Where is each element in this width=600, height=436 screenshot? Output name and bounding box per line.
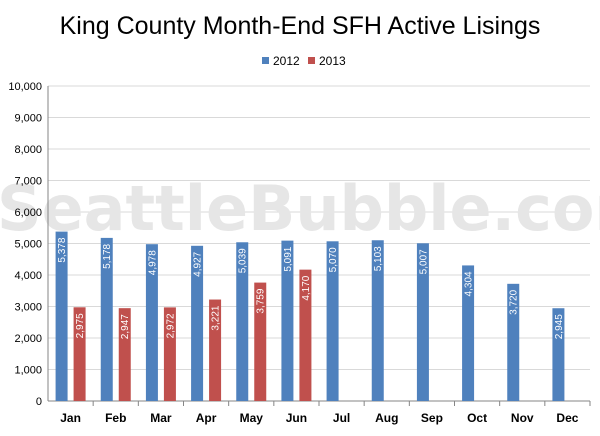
legend-label-2013: 2013 <box>319 54 346 68</box>
x-tick-label: Dec <box>556 411 578 425</box>
bar-2012-Nov <box>507 283 520 401</box>
data-label: 3,221 <box>211 305 222 330</box>
y-tick-label: 5,000 <box>14 239 42 251</box>
legend-swatch-2013 <box>308 57 315 64</box>
bars: 5,378 2,975 5,178 2,947 4,978 2,972 4,927 3,221… <box>55 231 565 401</box>
x-tick-label: Nov <box>511 411 534 425</box>
bar-2013-Jan <box>73 307 86 401</box>
x-tick-label: Apr <box>196 411 217 425</box>
data-label: 2,947 <box>120 314 131 339</box>
x-tick-label: Jul <box>333 411 350 425</box>
x-tick-label: Feb <box>105 411 126 425</box>
x-tick-label: May <box>240 411 264 425</box>
y-tick-label: 9,000 <box>14 113 42 125</box>
x-tick-label: Jun <box>286 411 307 425</box>
bar-2013-Jun <box>299 269 312 401</box>
y-tick-label: 8,000 <box>14 144 42 156</box>
data-label: 5,178 <box>102 243 113 268</box>
data-label: 4,170 <box>301 275 312 300</box>
bar-2012-Oct <box>462 265 475 401</box>
data-label: 4,978 <box>147 250 158 275</box>
data-label: 3,720 <box>509 289 520 314</box>
data-label: 5,007 <box>418 249 429 274</box>
bar-2012-Apr <box>191 245 204 401</box>
y-tick-label: 10,000 <box>8 81 42 93</box>
legend: 2012 2013 <box>262 54 346 68</box>
y-tick-label: 6,000 <box>14 207 42 219</box>
bar-2012-Mar <box>145 244 158 401</box>
bar-2013-Apr <box>209 299 222 401</box>
bar-2013-Mar <box>163 307 176 401</box>
y-tick-label: 7,000 <box>14 176 42 188</box>
data-label: 2,945 <box>554 314 565 339</box>
bar-2012-Aug <box>371 240 384 401</box>
chart-title: King County Month-End SFH Active Lisings <box>60 12 541 40</box>
gridlines <box>48 85 590 370</box>
bar-2012-Jan <box>55 231 68 401</box>
bar-2012-Dec <box>552 308 565 401</box>
y-tick-label: 2,000 <box>14 333 42 345</box>
x-tick-label: Mar <box>150 411 172 425</box>
bar-2012-Sep <box>416 243 429 401</box>
legend-label-2012: 2012 <box>273 54 300 68</box>
watermark: SeattleBubble.com <box>0 172 600 245</box>
y-tick-label: 3,000 <box>14 302 42 314</box>
data-label: 4,927 <box>193 251 204 276</box>
data-label: 3,759 <box>256 288 267 313</box>
y-tick-label: 4,000 <box>14 270 42 282</box>
x-tick-label: Jan <box>60 411 81 425</box>
data-label: 5,103 <box>373 246 384 271</box>
data-label: 4,304 <box>464 271 475 296</box>
y-tick-label: 1,000 <box>14 365 42 377</box>
bar-2012-Jul <box>326 241 339 401</box>
data-label: 5,091 <box>283 246 294 271</box>
bar-2012-May <box>236 242 249 401</box>
bar-2013-May <box>254 282 267 401</box>
x-tick-label: Oct <box>467 411 487 425</box>
bar-2012-Jun <box>281 240 294 401</box>
data-label: 2,975 <box>75 313 86 338</box>
data-label: 5,039 <box>238 248 249 273</box>
bar-2013-Feb <box>118 308 131 401</box>
y-tick-label: 0 <box>36 396 42 408</box>
x-tick-label: Sep <box>421 411 443 425</box>
bar-2012-Feb <box>100 237 113 401</box>
x-axis: Jan Feb Mar Apr May Jun Jul Aug Sep Oct Nov Dec <box>60 401 591 425</box>
data-label: 5,378 <box>57 237 68 262</box>
data-label: 5,070 <box>328 247 339 272</box>
data-label: 2,972 <box>165 313 176 338</box>
x-tick-label: Aug <box>375 411 398 425</box>
legend-swatch-2012 <box>262 57 269 64</box>
